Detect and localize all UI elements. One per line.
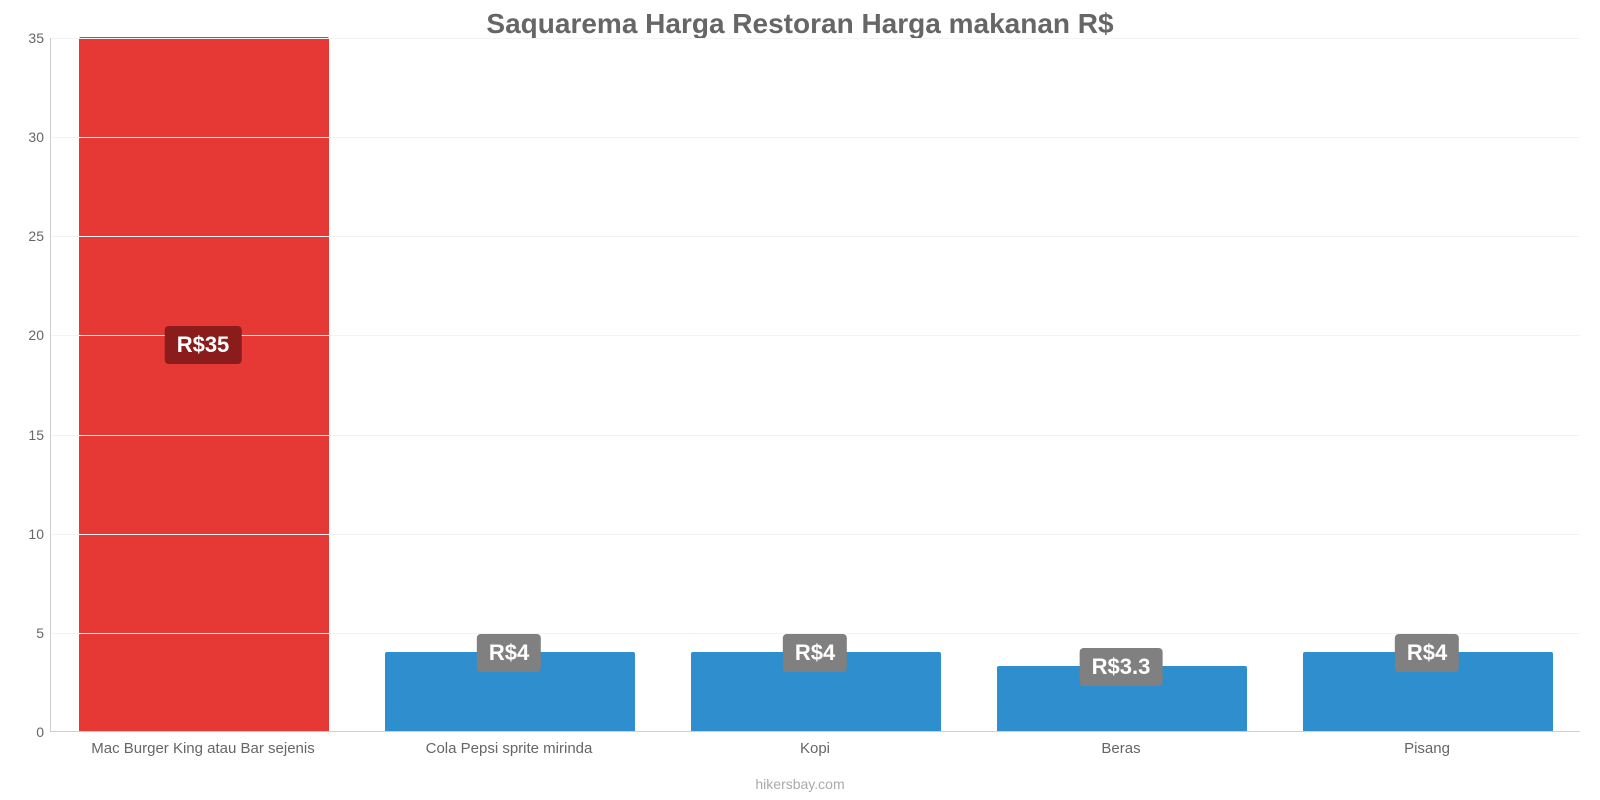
gridline (51, 137, 1580, 138)
chart-title: Saquarema Harga Restoran Harga makanan R… (0, 8, 1600, 40)
ytick-label: 35 (4, 30, 44, 46)
xtick-label: Pisang (1404, 740, 1450, 757)
ytick-label: 25 (4, 228, 44, 244)
ytick-label: 0 (4, 724, 44, 740)
price-bar-chart: Saquarema Harga Restoran Harga makanan R… (0, 0, 1600, 800)
gridline (51, 38, 1580, 39)
ytick-label: 20 (4, 327, 44, 343)
ytick-label: 30 (4, 129, 44, 145)
xtick-label: Kopi (800, 740, 830, 757)
bar (79, 37, 330, 731)
data-label: R$4 (1395, 634, 1459, 672)
plot-area (50, 38, 1580, 732)
gridline (51, 335, 1580, 336)
bars-layer (51, 38, 1580, 731)
ytick-label: 15 (4, 427, 44, 443)
xtick-label: Cola Pepsi sprite mirinda (426, 740, 593, 757)
xtick-label: Mac Burger King atau Bar sejenis (91, 740, 314, 757)
data-label: R$35 (165, 326, 242, 364)
gridline (51, 435, 1580, 436)
gridline (51, 236, 1580, 237)
data-label: R$4 (783, 634, 847, 672)
ytick-label: 10 (4, 526, 44, 542)
data-label: R$3.3 (1080, 648, 1163, 686)
source-label: hikersbay.com (0, 776, 1600, 792)
data-label: R$4 (477, 634, 541, 672)
xtick-label: Beras (1101, 740, 1140, 757)
gridline (51, 534, 1580, 535)
ytick-label: 5 (4, 625, 44, 641)
